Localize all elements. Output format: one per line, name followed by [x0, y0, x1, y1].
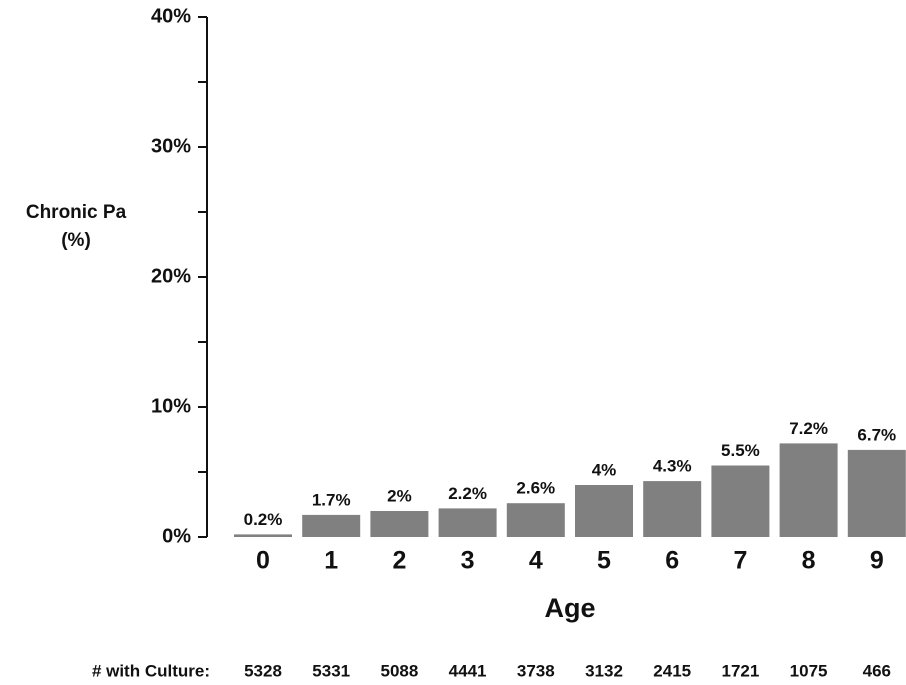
- value-label: 6.7%: [857, 425, 896, 444]
- bar: [643, 481, 702, 537]
- culture-count: 3738: [517, 661, 555, 680]
- value-label: 2%: [387, 486, 412, 505]
- culture-count: 5088: [380, 661, 418, 680]
- x-tick-label: 3: [461, 547, 475, 575]
- value-label: 4.3%: [653, 457, 692, 476]
- value-label: 0.2%: [244, 510, 283, 529]
- bar: [506, 503, 565, 537]
- value-label: 4%: [592, 460, 617, 479]
- x-tick-label: 6: [665, 547, 679, 575]
- value-label: 2.6%: [516, 479, 555, 498]
- culture-count: 3132: [585, 661, 623, 680]
- y-axis-label: Chronic Pa: [26, 202, 127, 223]
- bar: [438, 508, 497, 537]
- culture-label: # with Culture:: [92, 661, 210, 680]
- culture-count: 5328: [244, 661, 282, 680]
- bar: [779, 443, 838, 537]
- y-tick-label: 30%: [151, 135, 191, 157]
- culture-count: 1075: [790, 661, 828, 680]
- bar: [711, 465, 770, 537]
- culture-count: 4441: [449, 661, 487, 680]
- x-axis-label: Age: [544, 593, 595, 623]
- x-tick-label: 9: [870, 547, 884, 575]
- bar: [575, 485, 633, 537]
- culture-count: 466: [863, 661, 891, 680]
- culture-count: 1721: [721, 661, 759, 680]
- y-tick-label: 10%: [151, 395, 191, 417]
- bar: [234, 534, 292, 537]
- y-tick-label: 40%: [151, 5, 191, 27]
- x-tick-label: 4: [529, 547, 543, 575]
- bar: [302, 514, 361, 537]
- value-label: 1.7%: [312, 490, 351, 509]
- value-label: 7.2%: [789, 419, 828, 438]
- x-tick-label: 8: [802, 547, 816, 575]
- x-tick-label: 2: [392, 547, 406, 575]
- x-tick-label: 1: [324, 547, 338, 575]
- x-tick-label: 7: [733, 547, 747, 575]
- bar: [370, 511, 429, 537]
- x-tick-label: 0: [256, 547, 270, 575]
- y-tick-label: 20%: [151, 265, 191, 287]
- value-label: 5.5%: [721, 441, 760, 460]
- x-tick-label: 5: [597, 547, 611, 575]
- y-tick-label: 0%: [162, 525, 191, 547]
- y-axis-label: (%): [61, 230, 91, 251]
- bar: [847, 449, 906, 537]
- culture-count: 2415: [653, 661, 691, 680]
- value-label: 2.2%: [448, 484, 487, 503]
- culture-count: 5331: [312, 661, 350, 680]
